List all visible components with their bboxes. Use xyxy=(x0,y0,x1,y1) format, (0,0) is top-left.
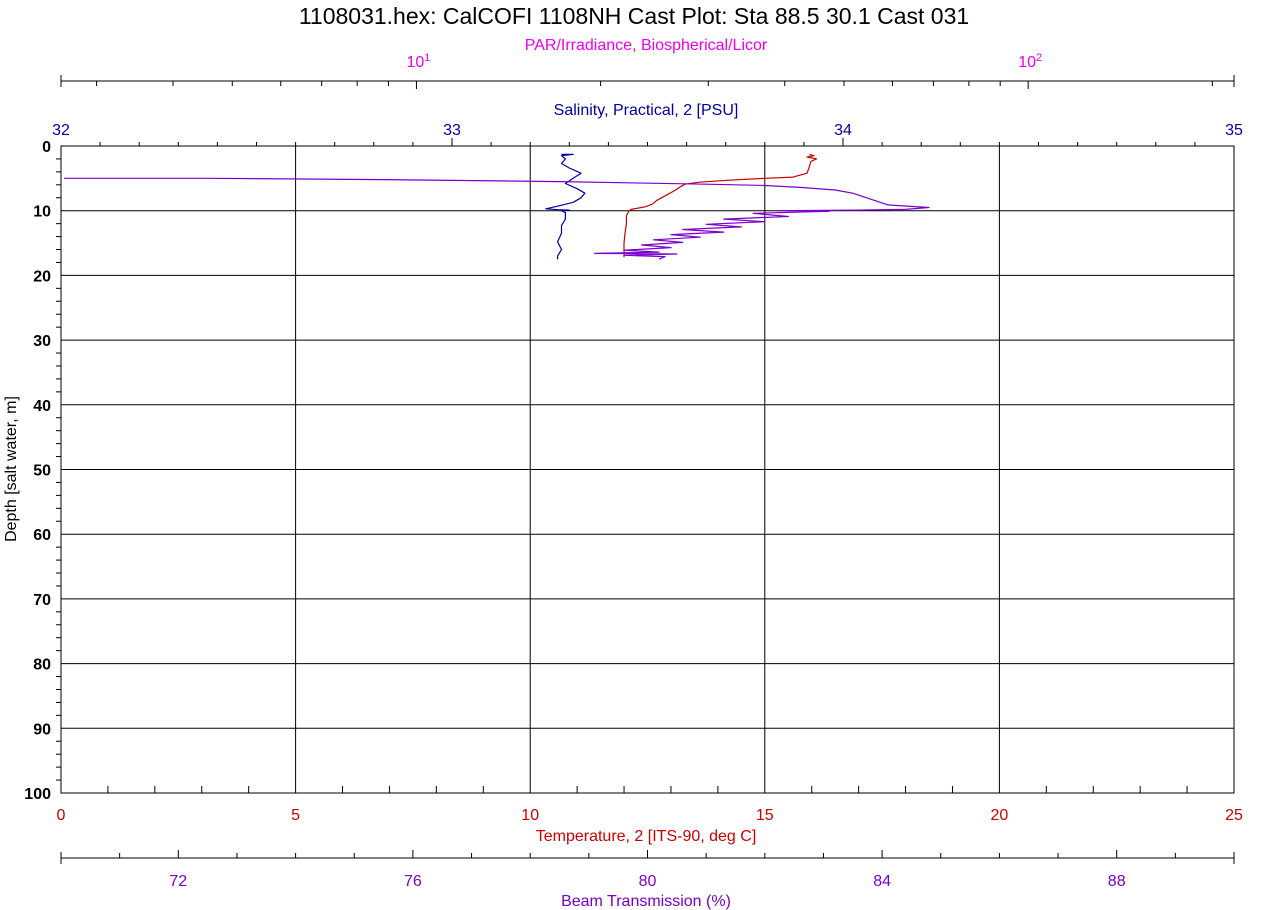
depth-tick-label: 80 xyxy=(33,657,51,674)
salinity-axis-label: Salinity, Practical, 2 [PSU] xyxy=(554,102,739,119)
temperature-tick-label: 5 xyxy=(291,807,300,824)
axes-group: 0 10 20 30 40 50 60 70 80 90 100 0 5 10 15 20 25 32 33 34 35… xyxy=(24,52,1243,890)
salinity-tick-label: 33 xyxy=(443,122,461,139)
depth-tick-label: 60 xyxy=(33,527,51,544)
salinity-tick-label: 35 xyxy=(1225,122,1243,139)
beam-tick-label: 72 xyxy=(169,873,187,890)
temperature-profile-line xyxy=(623,153,818,258)
depth-tick-label: 90 xyxy=(33,721,51,738)
beam-tick-label: 76 xyxy=(404,873,422,890)
depth-tick-label: 30 xyxy=(33,333,51,350)
beam-tick-label: 84 xyxy=(873,873,891,890)
par-tick-label: 101 xyxy=(406,52,430,71)
depth-tick-label: 70 xyxy=(33,592,51,609)
depth-axis-label: Depth [salt water, m] xyxy=(3,396,20,542)
salinity-tick-label: 34 xyxy=(834,122,852,139)
beam-axis-label: Beam Transmission (%) xyxy=(561,893,731,910)
grid-lines xyxy=(60,145,1235,794)
temperature-tick-label: 10 xyxy=(521,807,539,824)
salinity-tick-label: 32 xyxy=(52,122,70,139)
depth-tick-label: 50 xyxy=(33,463,51,480)
depth-tick-label: 10 xyxy=(33,204,51,221)
temperature-tick-label: 25 xyxy=(1225,807,1243,824)
depth-tick-label: 100 xyxy=(24,786,51,803)
depth-tick-label: 20 xyxy=(33,268,51,285)
chart-title: 1108031.hex: CalCOFI 1108NH Cast Plot: S… xyxy=(299,3,969,29)
depth-tick-label: 40 xyxy=(33,398,51,415)
par-tick-label: 102 xyxy=(1018,52,1042,71)
beam-profile-line xyxy=(63,177,930,260)
temperature-tick-label: 20 xyxy=(991,807,1009,824)
temperature-axis-label: Temperature, 2 [ITS-90, deg C] xyxy=(536,828,757,845)
par-axis-label: PAR/Irradiance, Biospherical/Licor xyxy=(525,37,768,54)
beam-tick-label: 88 xyxy=(1108,873,1126,890)
beam-tick-label: 80 xyxy=(639,873,657,890)
temperature-tick-label: 0 xyxy=(57,807,66,824)
series-group xyxy=(63,153,930,260)
temperature-tick-label: 15 xyxy=(756,807,774,824)
depth-tick-label: 0 xyxy=(42,139,51,156)
salinity-profile-line xyxy=(545,153,586,260)
